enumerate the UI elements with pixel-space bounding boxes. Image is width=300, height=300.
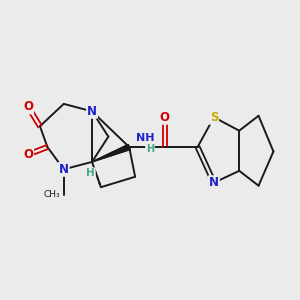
- Text: O: O: [23, 148, 33, 161]
- Text: N: N: [209, 176, 219, 189]
- Polygon shape: [92, 145, 130, 162]
- Text: CH₃: CH₃: [44, 190, 60, 199]
- Text: NH: NH: [136, 133, 155, 142]
- Text: H: H: [86, 168, 95, 178]
- Polygon shape: [92, 145, 130, 162]
- Text: H: H: [146, 144, 154, 154]
- Text: O: O: [23, 100, 33, 113]
- Text: N: N: [59, 163, 69, 176]
- Text: O: O: [160, 111, 170, 124]
- Text: N: N: [87, 105, 97, 118]
- Text: S: S: [210, 111, 218, 124]
